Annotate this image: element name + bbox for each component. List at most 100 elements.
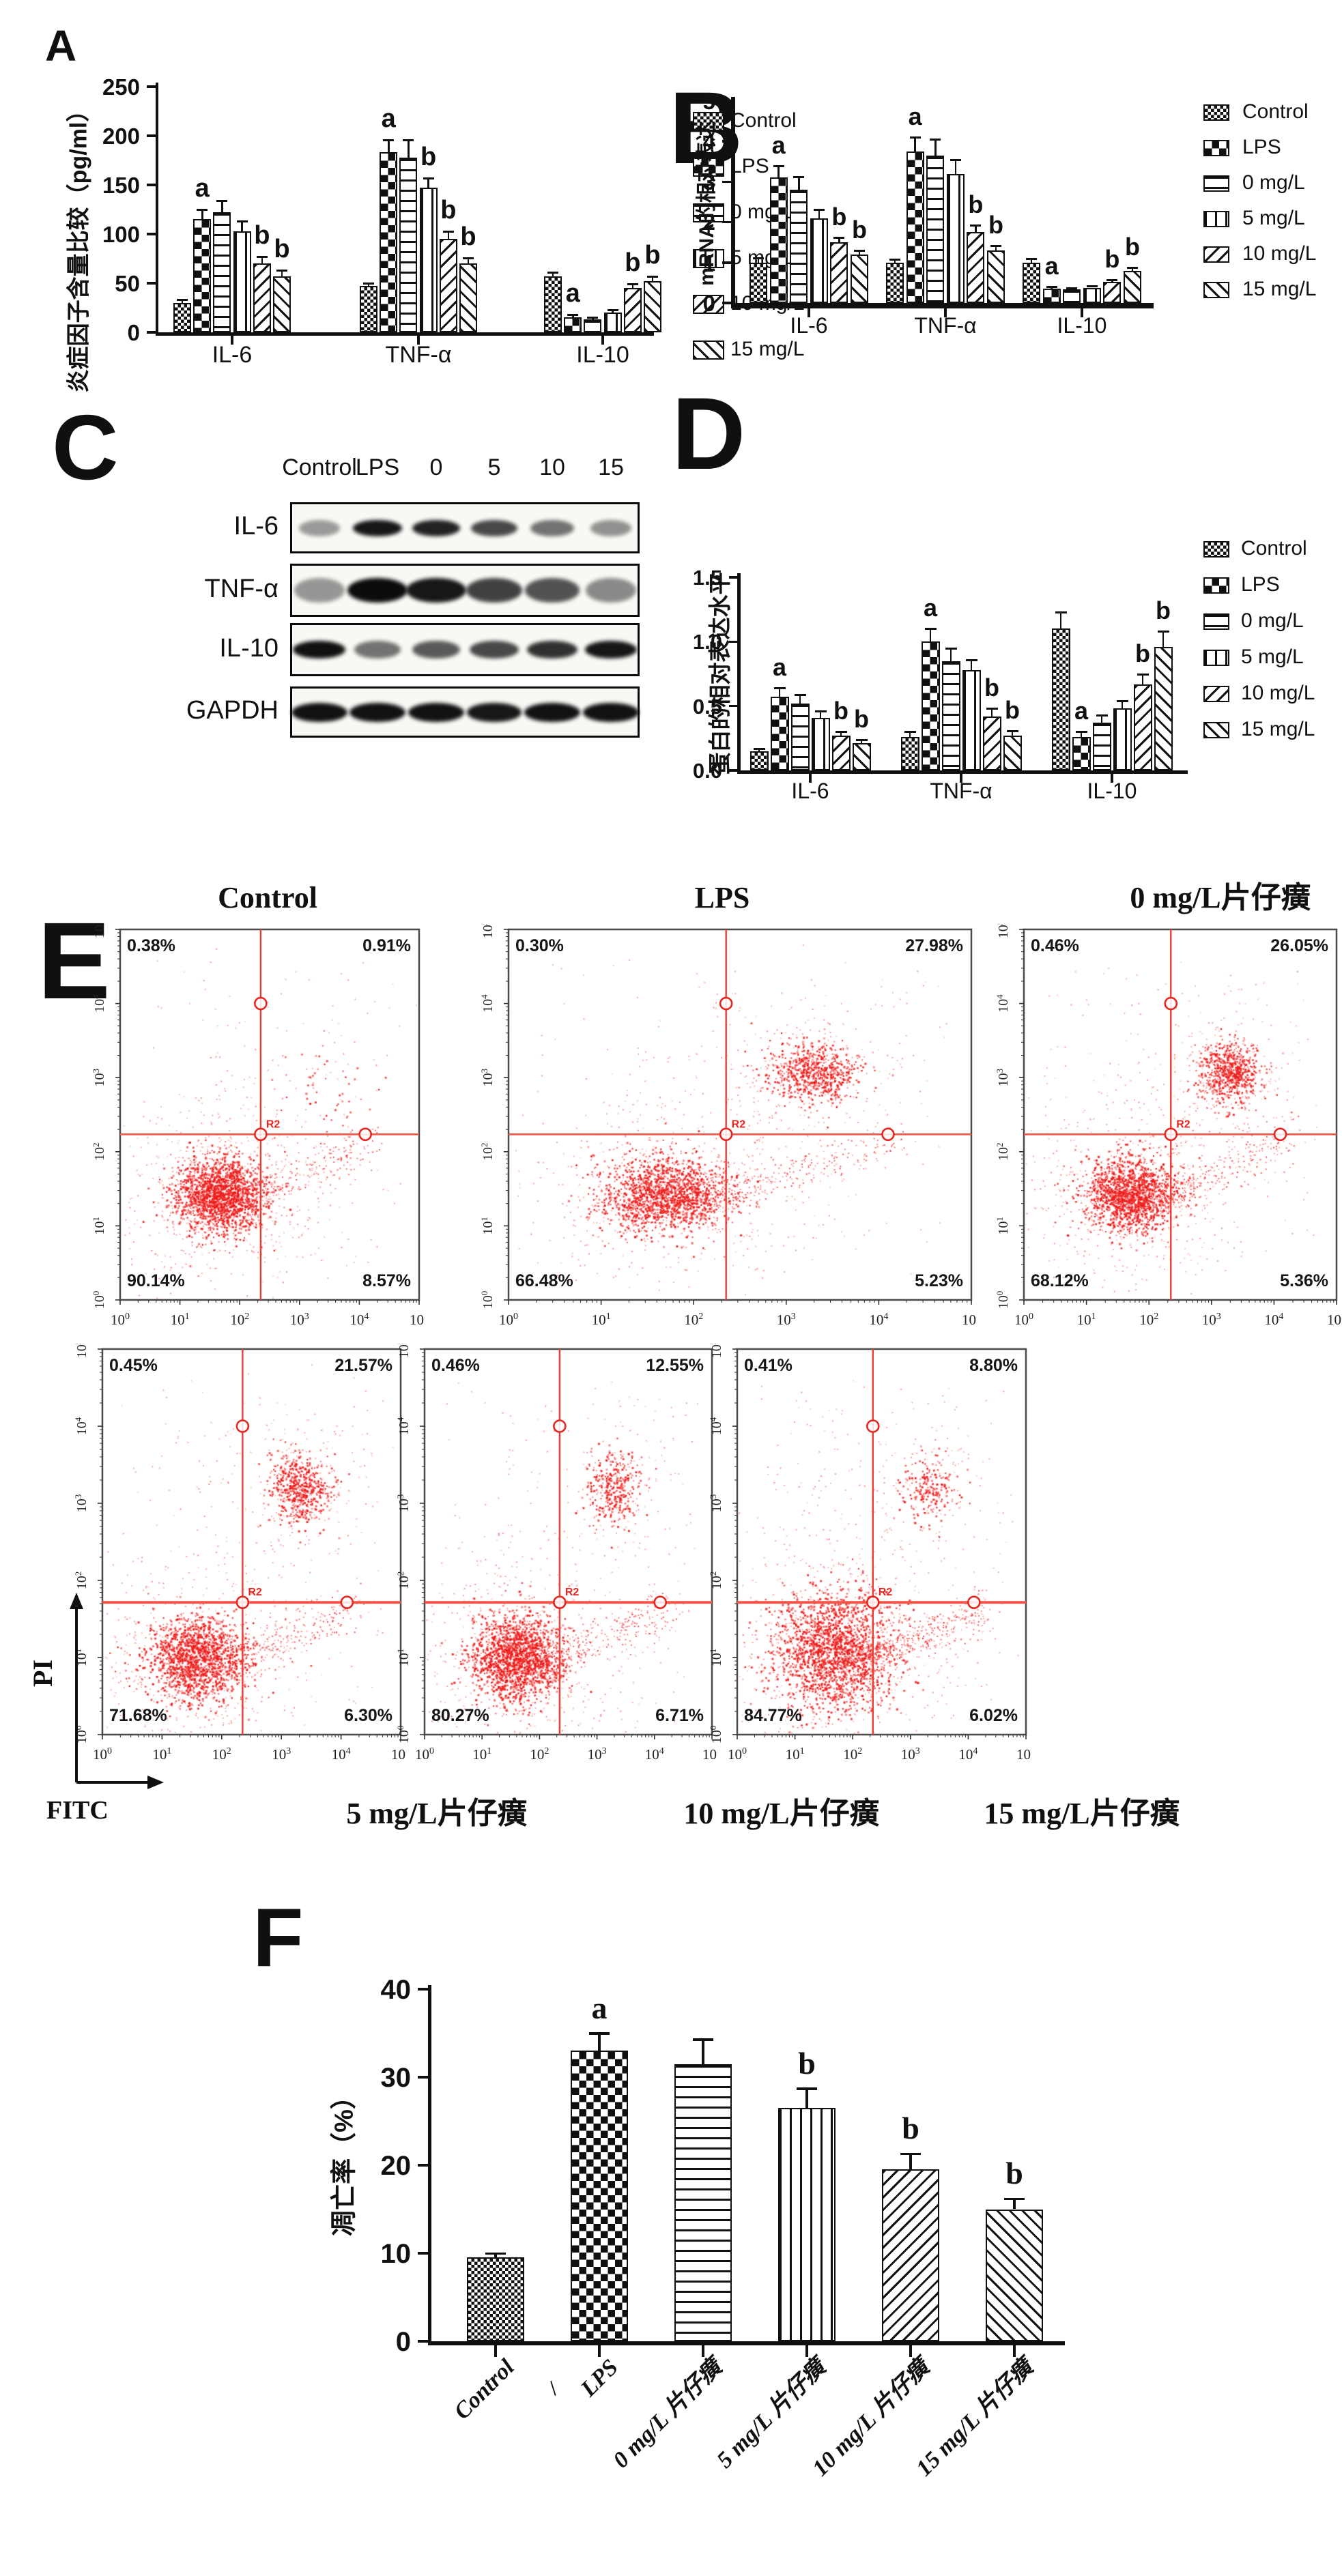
bar-D-IL-6-10-mg-L <box>831 736 851 770</box>
bar-B-IL-10-LPS <box>1042 289 1061 303</box>
error-bar-cap <box>855 738 868 741</box>
error-bar-cap <box>177 299 188 302</box>
bar-B-IL-10-5-mg-L <box>1083 287 1101 303</box>
blot-band-TNF---0 <box>406 578 466 603</box>
bar-D-IL-6-5-mg-L <box>811 717 830 770</box>
gate-label: R2 <box>879 1587 893 1598</box>
svg-text:105: 105 <box>410 1312 425 1328</box>
y-tick <box>729 704 737 708</box>
y-tick <box>722 180 731 184</box>
y-tick <box>418 2252 428 2255</box>
error-bar <box>934 139 937 156</box>
quadrant-percent-ur: 21.57% <box>334 1356 392 1375</box>
blot-band-IL-10-0 <box>412 641 460 659</box>
quadrant-percent-ul: 0.46% <box>431 1356 480 1375</box>
significance-letter: b <box>460 222 476 251</box>
legend-swatch-10-mg-L <box>1203 246 1229 263</box>
legend-label-10-mg-L: 10 mg/L <box>1241 681 1315 704</box>
blot-box-IL-10 <box>290 623 640 676</box>
y-tick <box>729 769 737 772</box>
error-bar-cap <box>363 283 374 285</box>
flow-plot-title-5-mg-L片仔癀: 5 mg/L片仔癀 <box>346 1797 528 1830</box>
error-bar-cap <box>587 317 599 319</box>
x-category-label: IL-10 <box>576 342 629 368</box>
error-bar <box>598 2033 601 2051</box>
error-bar-cap <box>833 237 845 240</box>
significance-letter: b <box>852 216 867 244</box>
error-bar-cap <box>1075 731 1087 734</box>
flow-plot-frame: 100100101101102102103103104104105105R2 <box>995 924 1342 1328</box>
flow-plot-title-Control: Control <box>218 881 317 914</box>
blot-band-TNF---15 <box>585 578 637 603</box>
error-bar-cap <box>773 164 784 167</box>
error-bar <box>467 257 470 264</box>
y-tick-label: 150 <box>102 172 140 198</box>
x-group-tick <box>944 308 947 317</box>
error-bar-cap <box>813 208 825 211</box>
y-axis-line <box>156 83 158 332</box>
error-bar-cap <box>930 139 941 141</box>
flow-dot-cloud-canvas <box>102 1349 401 1735</box>
svg-text:105: 105 <box>391 1746 406 1763</box>
blot-band-GAPDH-LPS <box>349 702 405 722</box>
x-category-label: TNF-α <box>914 313 977 338</box>
y-tick-label: 30 <box>380 2062 412 2093</box>
legend-swatch-LPS <box>693 158 724 177</box>
x-category-label: Control <box>449 2354 519 2425</box>
panel-label-C: C <box>52 396 119 499</box>
blot-band-GAPDH-15 <box>583 702 639 722</box>
flow-plot-frame: 100100101101102102103103104104105105R2 <box>479 924 977 1328</box>
error-bar <box>1141 674 1144 684</box>
bar-A-IL-6-LPS <box>193 219 212 332</box>
error-bar <box>819 711 822 718</box>
error-bar <box>367 283 370 287</box>
error-bar <box>805 2088 808 2109</box>
error-bar <box>1080 732 1083 737</box>
panel-label-A: A <box>45 21 77 70</box>
legend-swatch-5-mg-L <box>1203 211 1229 227</box>
error-bar-cap <box>607 308 618 311</box>
legend-label-Control: Control <box>1241 536 1307 560</box>
svg-text:104: 104 <box>395 1417 412 1435</box>
gate-label: R2 <box>1176 1118 1190 1130</box>
error-bar <box>1162 631 1165 647</box>
error-bar-cap <box>256 256 268 259</box>
quadrant-percent-ul: 0.38% <box>127 936 175 955</box>
svg-text:105: 105 <box>1016 1746 1031 1763</box>
error-bar <box>447 231 450 240</box>
legend-label-15-mg-L: 15 mg/L <box>730 337 805 360</box>
blot-band-GAPDH-Control <box>291 702 347 722</box>
bar-D-IL-10-15-mg-L <box>1154 646 1173 770</box>
error-bar <box>1059 611 1062 629</box>
bar-D-IL-6-LPS <box>770 697 789 770</box>
error-bar <box>757 257 760 263</box>
error-bar-cap <box>1004 2197 1025 2201</box>
y-tick-label: 0 <box>127 319 140 345</box>
y-tick-label: 4 <box>702 129 715 155</box>
svg-text:100: 100 <box>708 1726 724 1744</box>
panel-label-D: D <box>672 376 746 491</box>
blot-box-IL-6 <box>290 502 640 553</box>
legend-swatch-10-mg-L <box>1203 686 1229 702</box>
flow-plot-title-0-mg-L片仔癀: 0 mg/L片仔癀 <box>1130 881 1311 914</box>
bar-A-TNF---LPS <box>380 152 398 332</box>
bar-A-IL-6-15-mg-L <box>273 276 291 332</box>
legend-swatch-0-mg-L <box>693 203 724 222</box>
legend-swatch-5-mg-L <box>693 249 724 268</box>
error-bar <box>1100 714 1103 723</box>
error-bar <box>651 276 654 282</box>
svg-text:101: 101 <box>995 1217 1011 1235</box>
bar-A-TNF---0-mg-L <box>399 157 418 332</box>
y-tick-label: 100 <box>102 221 140 247</box>
y-tick <box>147 85 156 88</box>
bar-D-IL-6-Control <box>749 751 769 770</box>
svg-text:105: 105 <box>479 924 496 938</box>
bar-B-IL-10-15-mg-L <box>1124 270 1141 303</box>
x-category-label: TNF-α <box>385 342 452 368</box>
error-bar-cap <box>1157 631 1169 633</box>
svg-text:105: 105 <box>73 1344 89 1358</box>
